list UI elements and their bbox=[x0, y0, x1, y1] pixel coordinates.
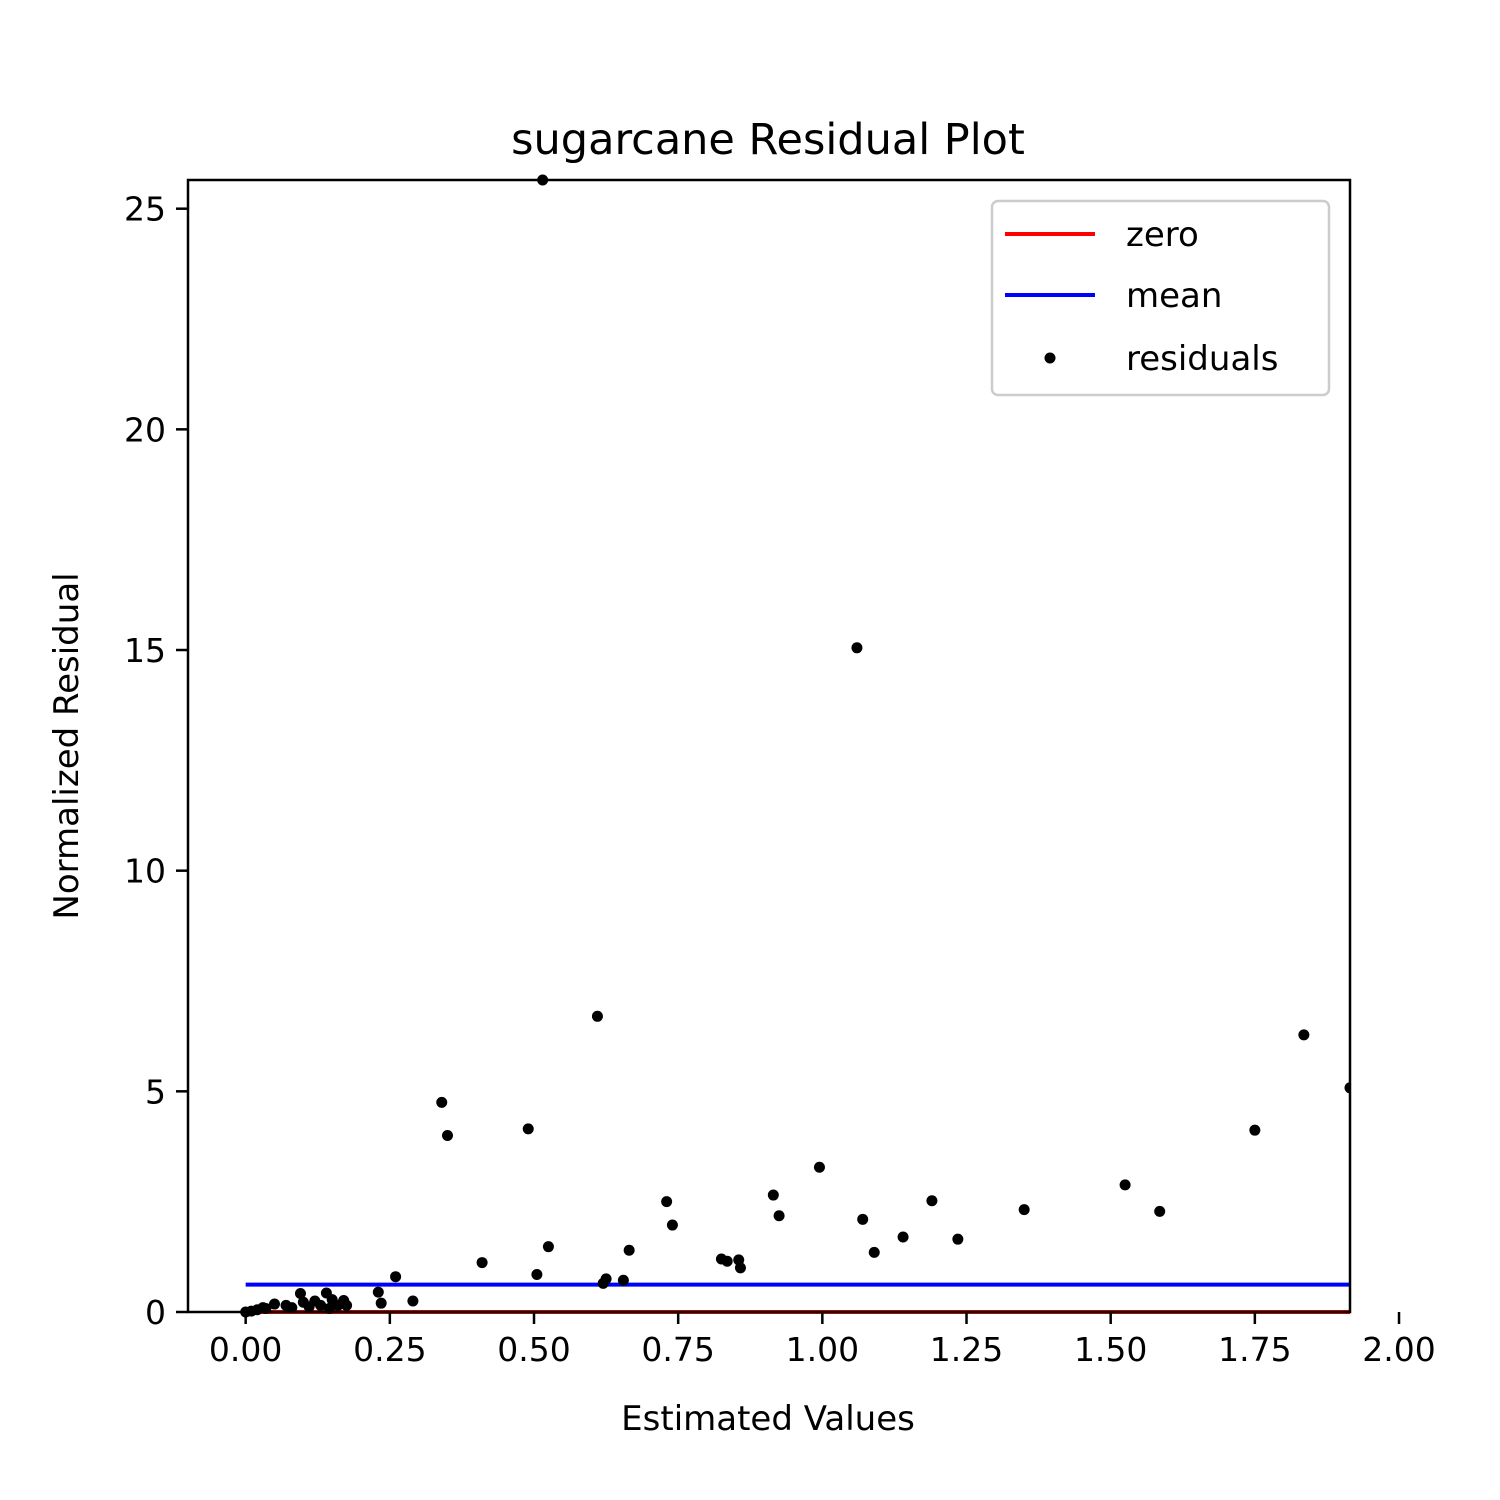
x-axis-ticks: 0.00 0.25 0.50 0.75 1.00 1.25 1.50 1.75 2.00 bbox=[209, 1312, 1436, 1369]
x-axis-label: Estimated Values bbox=[621, 1399, 915, 1439]
y-tick-label: 25 bbox=[124, 190, 166, 229]
residual-point bbox=[600, 1273, 612, 1285]
residual-point bbox=[390, 1271, 402, 1283]
residual-point bbox=[542, 1241, 554, 1253]
residual-point bbox=[1344, 1082, 1350, 1094]
residual-point bbox=[721, 1255, 733, 1267]
residual-point bbox=[813, 1161, 825, 1173]
residual-point bbox=[375, 1297, 387, 1309]
legend-mean-label: mean bbox=[1126, 276, 1222, 316]
y-tick-label: 20 bbox=[124, 410, 166, 449]
y-tick-label: 5 bbox=[145, 1072, 166, 1111]
residual-point bbox=[1154, 1205, 1166, 1217]
residual-point bbox=[661, 1196, 673, 1208]
residual-point bbox=[926, 1195, 938, 1207]
axes-frame bbox=[186, 178, 1352, 1314]
residual-point bbox=[341, 1299, 353, 1311]
residual-point bbox=[897, 1231, 909, 1243]
residual-point bbox=[407, 1295, 419, 1307]
residual-point bbox=[851, 642, 863, 654]
legend: zero mean residuals bbox=[990, 199, 1331, 397]
residual-point bbox=[269, 1298, 281, 1310]
residual-point bbox=[372, 1286, 384, 1298]
x-tick-label: 0.00 bbox=[209, 1330, 282, 1369]
x-tick-label: 0.50 bbox=[497, 1330, 570, 1369]
residual-point bbox=[1119, 1179, 1131, 1191]
y-axis-label: Normalized Residual bbox=[47, 572, 87, 919]
x-tick-label: 0.75 bbox=[641, 1330, 714, 1369]
residual-point bbox=[522, 1123, 534, 1135]
residual-point bbox=[734, 1262, 746, 1274]
residual-point bbox=[436, 1096, 448, 1108]
y-tick-label: 10 bbox=[124, 852, 166, 891]
legend-residuals-label: residuals bbox=[1126, 339, 1278, 379]
residual-point bbox=[666, 1219, 678, 1231]
residual-point bbox=[952, 1233, 964, 1245]
residual-point bbox=[773, 1210, 785, 1222]
residual-point bbox=[1249, 1124, 1261, 1136]
y-tick-label: 0 bbox=[145, 1293, 166, 1332]
residual-point bbox=[623, 1244, 635, 1256]
x-tick-label: 2.00 bbox=[1362, 1330, 1435, 1369]
residual-point bbox=[294, 1287, 306, 1299]
x-tick-label: 1.00 bbox=[786, 1330, 859, 1369]
residual-point bbox=[442, 1129, 454, 1141]
residual-point bbox=[767, 1189, 779, 1201]
residual-point bbox=[591, 1010, 603, 1022]
residual-point bbox=[476, 1257, 488, 1269]
legend-box bbox=[990, 199, 1331, 397]
x-tick-label: 0.25 bbox=[353, 1330, 426, 1369]
residual-point bbox=[1298, 1029, 1310, 1041]
x-tick-label: 1.75 bbox=[1218, 1330, 1291, 1369]
chart-title: sugarcane Residual Plot bbox=[511, 115, 1025, 165]
residual-point bbox=[617, 1274, 629, 1286]
residual-point bbox=[868, 1246, 880, 1258]
residual-point bbox=[1018, 1204, 1030, 1216]
residual-point bbox=[531, 1268, 543, 1280]
legend-zero-label: zero bbox=[1126, 215, 1199, 255]
x-tick-label: 1.25 bbox=[930, 1330, 1003, 1369]
residual-point bbox=[315, 1299, 327, 1311]
x-tick-label: 1.50 bbox=[1074, 1330, 1147, 1369]
y-tick-label: 15 bbox=[124, 631, 166, 670]
y-axis-ticks: 0 5 10 15 20 25 bbox=[124, 190, 188, 1332]
residual-point bbox=[286, 1302, 298, 1314]
legend-residuals-swatch bbox=[1044, 352, 1056, 364]
residual-point bbox=[857, 1213, 869, 1225]
